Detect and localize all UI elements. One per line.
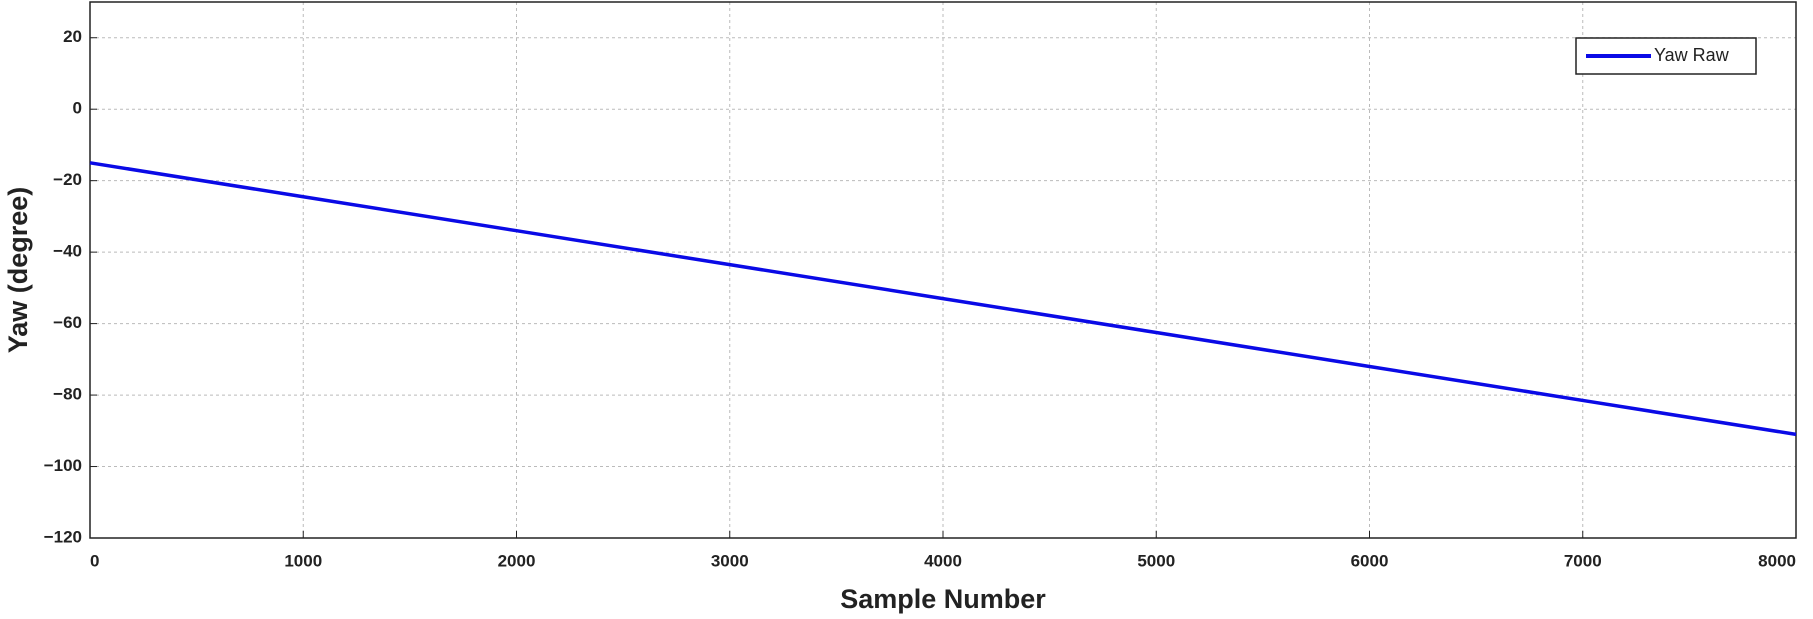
x-axis-label: Sample Number (840, 584, 1046, 614)
x-tick-label: 4000 (924, 551, 962, 570)
y-tick-label: −20 (53, 170, 82, 189)
x-tick-label: 0 (90, 551, 99, 570)
y-tick-label: −60 (53, 313, 82, 332)
y-tick-label: −40 (53, 242, 82, 261)
x-tick-label: 3000 (711, 551, 749, 570)
x-tick-label: 5000 (1137, 551, 1175, 570)
y-tick-label: −120 (44, 527, 82, 546)
y-tick-label: 20 (63, 27, 82, 46)
x-tick-label: 6000 (1351, 551, 1389, 570)
x-tick-label: 7000 (1564, 551, 1602, 570)
data-line (89, 161, 1797, 437)
y-tick-label: 0 (73, 99, 82, 118)
x-tick-label: 8000 (1758, 551, 1796, 570)
legend-label: Yaw Raw (1654, 45, 1730, 65)
y-axis-label: Yaw (degree) (3, 187, 33, 354)
y-tick-label: −80 (53, 385, 82, 404)
x-tick-label: 1000 (284, 551, 322, 570)
y-tick-label: −100 (44, 456, 82, 475)
plot-frame (89, 1, 1797, 539)
x-tick-label: 2000 (498, 551, 536, 570)
legend: Yaw Raw (1575, 37, 1757, 75)
